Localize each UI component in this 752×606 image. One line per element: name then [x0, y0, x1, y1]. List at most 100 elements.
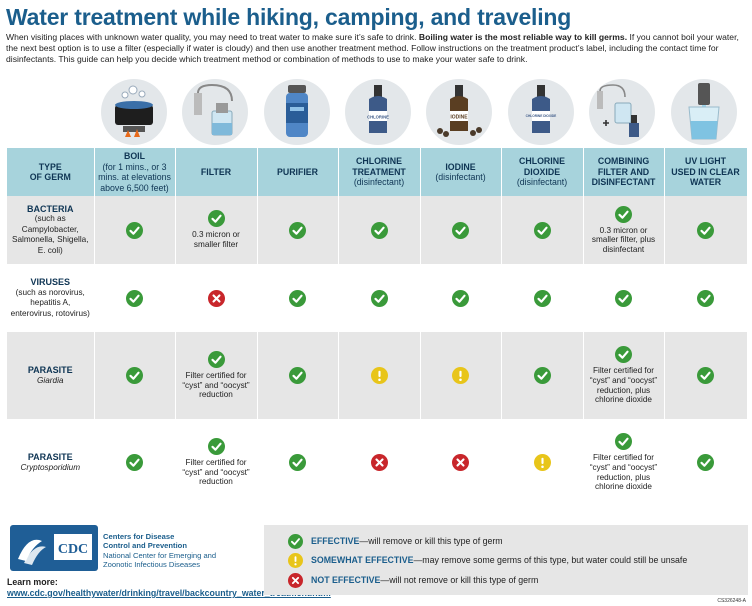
- cell-note: Filter certified for “cyst” and “oocyst”…: [182, 371, 250, 400]
- cell-chlorine: [338, 419, 421, 506]
- effective-check-icon: [668, 367, 744, 384]
- table-row: VIRUSES (such as norovirus, hepatitis A, …: [7, 264, 748, 332]
- effective-check-icon: [261, 221, 335, 239]
- somewhat-exclamation-icon: [505, 454, 580, 471]
- effective-check-icon: [288, 533, 303, 549]
- effective-check-icon: [668, 289, 744, 307]
- effective-check-icon: [179, 210, 254, 228]
- header-type-of-germ: TYPE OF GERM: [7, 148, 95, 196]
- effective-check-icon: [587, 205, 661, 223]
- effective-check-icon: [424, 221, 498, 239]
- somewhat-exclamation-icon: [288, 552, 303, 568]
- filter-plus-disinfectant-icon: [581, 76, 662, 148]
- cell-chlorine-dioxide: [501, 332, 584, 419]
- effective-check-icon: [587, 346, 661, 364]
- boiling-pot-icon: [93, 76, 174, 148]
- chlorine-bottle-icon: CHLORINE: [337, 76, 418, 148]
- effective-check-icon: [98, 289, 172, 307]
- cell-note: Filter certified for “cyst” and “oocyst”…: [182, 458, 250, 487]
- table-row: PARASITE Cryptosporidium Filter certified …: [7, 419, 748, 506]
- legend-somewhat-effective: SOMEWHAT EFFECTIVE—may remove some germs…: [288, 552, 687, 568]
- cell-iodine: [420, 419, 502, 506]
- not-effective-x-icon: [179, 289, 254, 307]
- cell-iodine: [420, 332, 502, 419]
- cell-uv-light: [664, 196, 748, 264]
- header-boil: BOIL (for 1 mins., or 3 mins. at elevatio…: [94, 148, 176, 196]
- cell-chlorine-dioxide: [501, 419, 584, 506]
- effective-check-icon: [261, 289, 335, 307]
- chlorine-dioxide-bottle-label: CHLORINE DIOXIDE: [525, 114, 556, 118]
- legend-box: EFFECTIVE—will remove or kill this type …: [264, 525, 748, 595]
- cell-boil: [94, 264, 176, 332]
- cdc-logo-text: CDC: [58, 542, 88, 557]
- cell-filter: 0.3 micron or smaller filter: [175, 196, 258, 264]
- effective-check-icon: [342, 221, 417, 239]
- effective-check-icon: [179, 438, 254, 456]
- cell-boil: [94, 332, 176, 419]
- effective-check-icon: [98, 221, 172, 239]
- table-row: PARASITE Giardia Filter certified for “cys…: [7, 332, 748, 419]
- iodine-bottle-label: IODINE: [450, 115, 468, 121]
- cell-filter: [175, 264, 258, 332]
- uv-light-icon: [663, 76, 744, 148]
- legend-not-effective: NOT EFFECTIVE—will not remove or kill th…: [288, 572, 538, 588]
- cell-purifier: [257, 419, 339, 506]
- cell-purifier: [257, 196, 339, 264]
- cell-note: Filter certified for “cyst” and “oocyst”…: [589, 453, 658, 492]
- germ-type-cell: PARASITE Giardia: [7, 332, 95, 419]
- cell-chlorine: [338, 332, 421, 419]
- legend-effective: EFFECTIVE—will remove or kill this type …: [288, 533, 503, 549]
- cell-purifier: [257, 264, 339, 332]
- effective-check-icon: [505, 367, 580, 384]
- iodine-bottle-icon: IODINE: [418, 76, 499, 148]
- cell-chlorine: [338, 196, 421, 264]
- cell-uv-light: [664, 332, 748, 419]
- table-header-row: TYPE OF GERM BOIL (for 1 mins., or 3 mins.…: [7, 148, 748, 196]
- learn-more-link[interactable]: www.cdc.gov/healthywater/drinking/travel…: [7, 588, 331, 598]
- somewhat-exclamation-icon: [424, 367, 498, 384]
- cell-filter: Filter certified for “cyst” and “oocyst”…: [175, 332, 258, 419]
- cell-combining: Filter certified for “cyst” and “oocyst”…: [583, 332, 665, 419]
- cell-iodine: [420, 196, 502, 264]
- header-chlorine-dioxide: CHLORINE DIOXIDE (disinfectant): [501, 148, 584, 196]
- cell-uv-light: [664, 264, 748, 332]
- treatment-comparison-table: TYPE OF GERM BOIL (for 1 mins., or 3 mins.…: [7, 148, 748, 506]
- cell-combining: 0.3 micron or smaller filter, plus disin…: [583, 196, 665, 264]
- header-filter: FILTER: [175, 148, 258, 196]
- cell-combining: [583, 264, 665, 332]
- cell-iodine: [420, 264, 502, 332]
- cell-chlorine-dioxide: [501, 264, 584, 332]
- document-code: CS326248-A: [717, 598, 746, 604]
- somewhat-exclamation-icon: [342, 367, 417, 384]
- cell-filter: Filter certified for “cyst” and “oocyst”…: [175, 419, 258, 506]
- effective-check-icon: [587, 289, 661, 307]
- effective-check-icon: [261, 454, 335, 471]
- cdc-org-name: Centers for Disease Control and Preventi…: [103, 532, 217, 570]
- effective-check-icon: [98, 454, 172, 471]
- header-uv-light: UV LIGHT USED IN CLEAR WATER: [664, 148, 748, 196]
- cell-boil: [94, 419, 176, 506]
- cell-uv-light: [664, 419, 748, 506]
- cell-note: 0.3 micron or smaller filter: [192, 230, 240, 249]
- cell-boil: [94, 196, 176, 264]
- method-icons-row: CHLORINE IODINE CHLORINE DIOXIDE: [93, 76, 747, 148]
- effective-check-icon: [668, 454, 744, 471]
- cell-purifier: [257, 332, 339, 419]
- header-purifier: PURIFIER: [257, 148, 339, 196]
- germ-type-cell: VIRUSES (such as norovirus, hepatitis A, …: [7, 264, 95, 332]
- table-row: BACTERIA (such as Campylobacter, Salmonel…: [7, 196, 748, 264]
- effective-check-icon: [424, 289, 498, 307]
- effective-check-icon: [668, 221, 744, 239]
- cell-note: 0.3 micron or smaller filter, plus disin…: [591, 225, 656, 254]
- effective-check-icon: [505, 289, 580, 307]
- effective-check-icon: [505, 221, 580, 239]
- cell-combining: Filter certified for “cyst” and “oocyst”…: [583, 419, 665, 506]
- cdc-logo: CDC: [10, 525, 98, 571]
- page-title: Water treatment while hiking, camping, a…: [6, 4, 572, 30]
- filter-device-icon: [174, 76, 255, 148]
- germ-type-cell: BACTERIA (such as Campylobacter, Salmonel…: [7, 196, 95, 264]
- intro-paragraph: When visiting places with unknown water …: [6, 32, 739, 64]
- effective-check-icon: [98, 367, 172, 384]
- effective-check-icon: [261, 367, 335, 384]
- chlorine-bottle-label: CHLORINE: [367, 115, 389, 120]
